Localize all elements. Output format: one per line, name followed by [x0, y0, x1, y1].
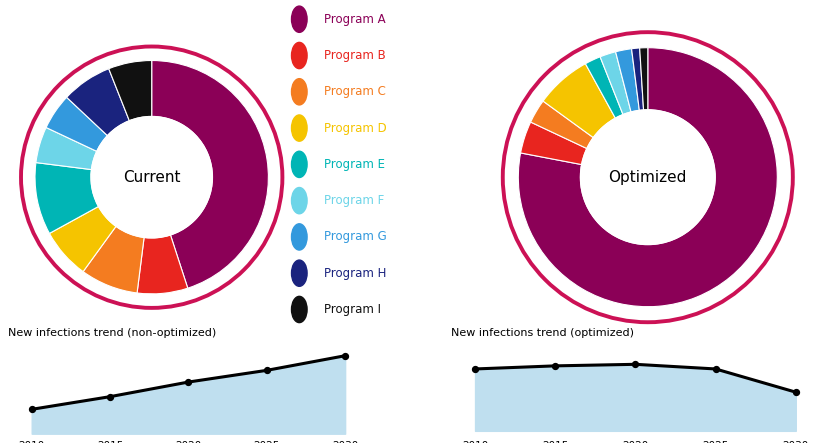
Text: Program B: Program B — [324, 49, 385, 62]
Wedge shape — [600, 52, 631, 115]
Wedge shape — [66, 69, 129, 136]
Wedge shape — [542, 64, 614, 138]
Circle shape — [91, 117, 212, 238]
Text: Program D: Program D — [324, 121, 387, 135]
Wedge shape — [631, 48, 643, 110]
Point — [182, 378, 195, 385]
Text: Program F: Program F — [324, 194, 383, 207]
Circle shape — [292, 43, 307, 69]
Text: Program A: Program A — [324, 13, 385, 26]
Point — [25, 406, 38, 413]
Wedge shape — [530, 101, 593, 148]
Point — [628, 361, 641, 368]
Text: New infections trend (non-optimized): New infections trend (non-optimized) — [8, 327, 216, 338]
Point — [468, 365, 481, 373]
Wedge shape — [35, 163, 98, 233]
Point — [338, 352, 351, 359]
Wedge shape — [36, 128, 97, 170]
Wedge shape — [152, 61, 268, 288]
Point — [788, 389, 801, 396]
Circle shape — [292, 296, 307, 323]
Wedge shape — [585, 57, 622, 118]
Wedge shape — [49, 206, 116, 272]
Circle shape — [292, 187, 307, 214]
Wedge shape — [615, 49, 639, 112]
Text: Program G: Program G — [324, 230, 387, 243]
Circle shape — [292, 6, 307, 32]
Wedge shape — [518, 48, 776, 307]
Wedge shape — [639, 48, 647, 110]
Circle shape — [292, 79, 307, 105]
Point — [103, 393, 116, 400]
Circle shape — [292, 260, 307, 286]
Wedge shape — [520, 122, 586, 165]
Text: Program I: Program I — [324, 303, 381, 316]
Text: Program H: Program H — [324, 267, 386, 280]
Point — [548, 362, 561, 369]
Text: New infections trend (optimized): New infections trend (optimized) — [450, 327, 633, 338]
Circle shape — [292, 151, 307, 178]
Circle shape — [292, 115, 307, 141]
Text: Optimized: Optimized — [608, 170, 686, 185]
Text: Program E: Program E — [324, 158, 384, 171]
Text: Program C: Program C — [324, 85, 385, 98]
Point — [260, 367, 273, 374]
Circle shape — [580, 110, 714, 245]
Wedge shape — [83, 226, 144, 293]
Wedge shape — [137, 235, 188, 294]
Circle shape — [292, 224, 307, 250]
Wedge shape — [109, 61, 152, 121]
Wedge shape — [46, 97, 107, 152]
Point — [708, 365, 722, 373]
Text: Current: Current — [123, 170, 180, 185]
